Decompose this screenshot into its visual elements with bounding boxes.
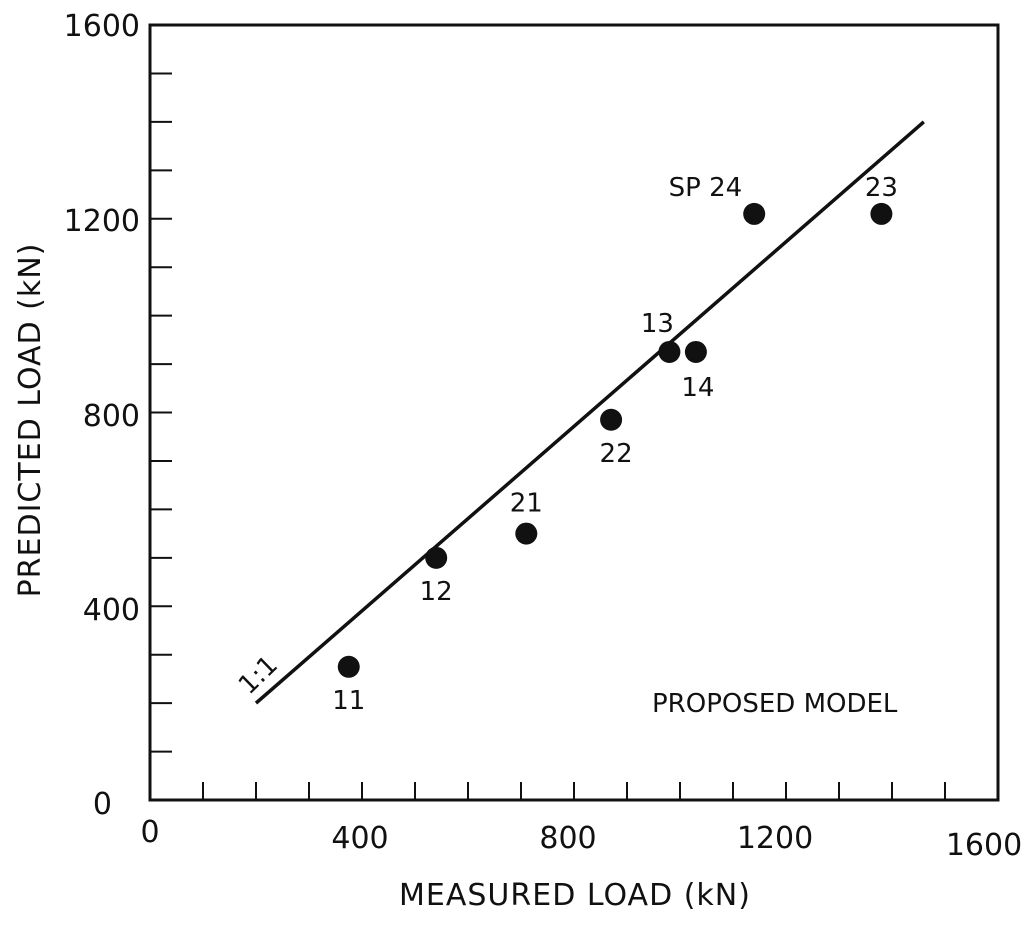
y-tick-label-400: 400 — [83, 593, 140, 628]
one-to-one-line — [254, 120, 925, 705]
point-label-21: 21 — [510, 489, 543, 519]
x-tick-label-0: 0 — [140, 815, 159, 850]
y-tick-label-0: 0 — [93, 787, 112, 822]
x-axis-title: MEASURED LOAD (kN) — [399, 878, 751, 913]
y-axis-title: PREDICTED LOAD (kN) — [13, 243, 48, 598]
y-tick-label-1200: 1200 — [64, 204, 140, 239]
point-label-sp24: SP 24 — [669, 173, 743, 203]
point-label-12: 12 — [420, 577, 453, 607]
data-point-13 — [658, 340, 681, 363]
x-tick-label-400: 400 — [331, 821, 388, 856]
data-point-12 — [425, 546, 448, 569]
data-point-14 — [684, 340, 707, 363]
x-tick-label-800: 800 — [539, 821, 596, 856]
point-label-14: 14 — [681, 373, 714, 403]
data-point-sp24 — [743, 202, 766, 225]
one-to-one-label: 1:1 — [233, 650, 284, 701]
y-tick-label-800: 800 — [83, 399, 140, 434]
point-label-11: 11 — [332, 686, 365, 716]
point-label-13: 13 — [641, 309, 674, 339]
data-points: 11 12 21 22 13 14 SP 24 23 — [332, 173, 898, 716]
data-point-23 — [870, 202, 893, 225]
x-minor-ticks — [202, 782, 946, 800]
point-label-22: 22 — [600, 439, 633, 469]
proposed-model-note: PROPOSED MODEL — [652, 689, 898, 719]
data-point-22 — [600, 408, 623, 431]
data-point-11 — [337, 655, 360, 678]
y-tick-label-1600: 1600 — [64, 9, 140, 44]
data-point-21 — [515, 522, 538, 545]
x-tick-label-1200: 1200 — [737, 821, 813, 856]
x-tick-label-1600: 1600 — [946, 828, 1022, 863]
point-label-23: 23 — [865, 173, 898, 203]
y-minor-ticks — [150, 72, 172, 753]
